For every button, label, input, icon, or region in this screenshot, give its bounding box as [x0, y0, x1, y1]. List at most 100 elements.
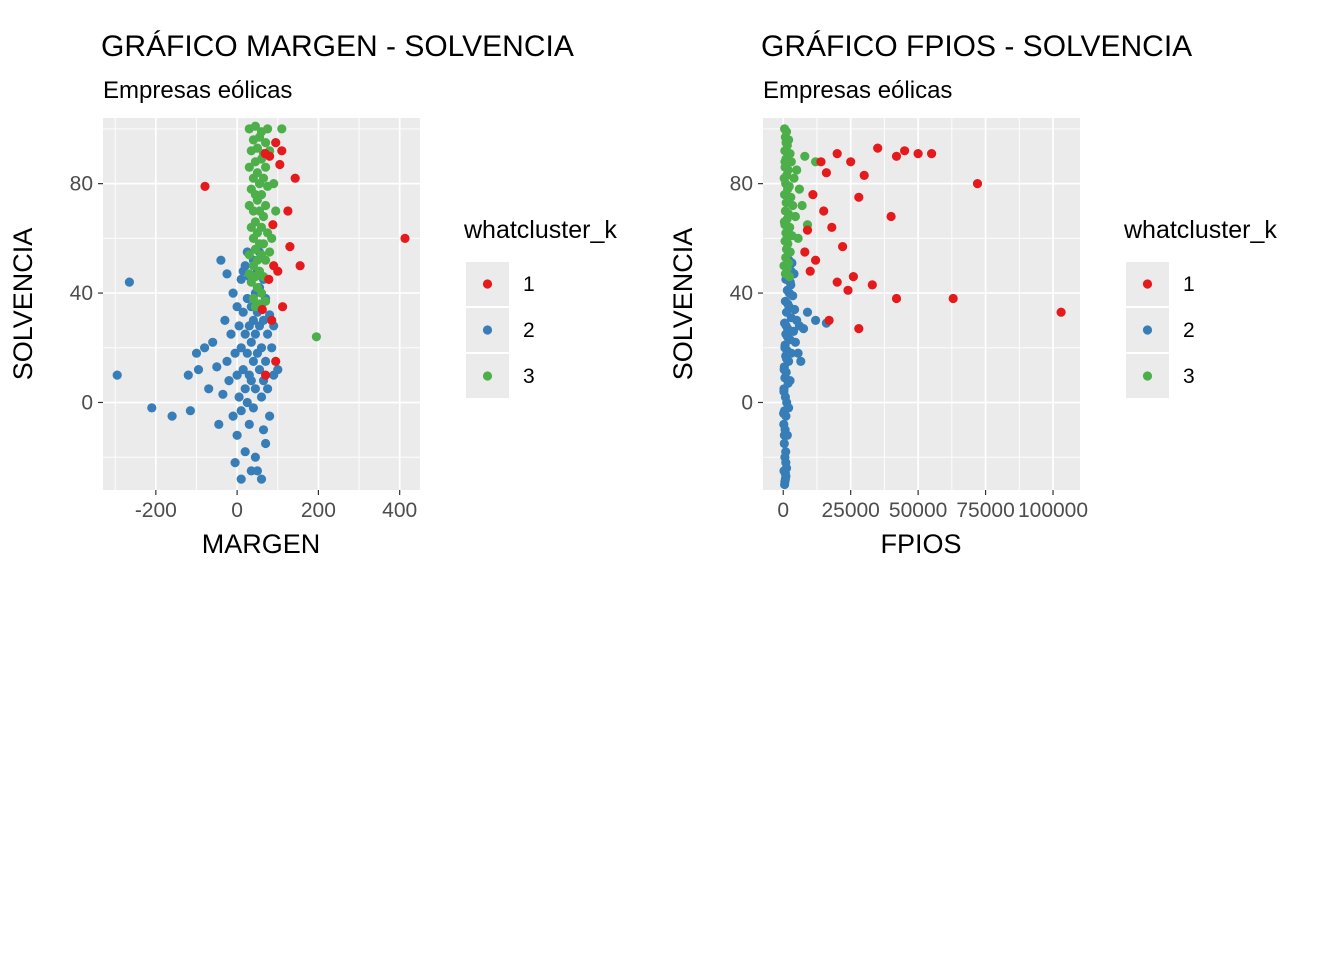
data-point-cluster-3 — [780, 157, 790, 167]
data-point-cluster-3 — [263, 124, 273, 134]
data-point-cluster-3 — [244, 269, 254, 279]
data-point-cluster-3 — [788, 200, 798, 211]
data-point-cluster-1 — [927, 149, 937, 159]
data-point-cluster-2 — [222, 269, 232, 279]
legend-keys — [466, 262, 509, 398]
x-tick-label: 400 — [382, 499, 417, 522]
data-point-cluster-3 — [261, 200, 271, 211]
legend-key-point-cluster-3 — [482, 371, 493, 381]
data-point-cluster-2 — [228, 411, 238, 421]
data-point-cluster-3 — [261, 255, 271, 265]
data-point-cluster-1 — [285, 242, 295, 252]
data-point-cluster-2 — [214, 419, 224, 429]
chart-title: GRÁFICO MARGEN - SOLVENCIA — [101, 30, 574, 63]
data-point-cluster-2 — [782, 354, 792, 364]
data-point-cluster-1 — [886, 211, 896, 222]
data-point-cluster-1 — [827, 222, 837, 232]
x-tick-label: 50000 — [889, 499, 947, 522]
data-point-cluster-2 — [112, 370, 122, 380]
data-point-cluster-2 — [224, 376, 234, 386]
data-point-cluster-1 — [819, 206, 829, 216]
data-point-cluster-2 — [222, 356, 232, 366]
data-point-cluster-3 — [256, 288, 267, 298]
data-point-cluster-2 — [779, 365, 789, 375]
x-tick-label: 25000 — [821, 499, 879, 522]
data-point-cluster-3 — [277, 124, 287, 134]
data-point-cluster-2 — [785, 376, 795, 386]
x-tick-label: 0 — [777, 499, 789, 522]
data-point-cluster-1 — [900, 146, 910, 156]
data-point-cluster-3 — [252, 195, 262, 205]
data-point-cluster-3 — [269, 179, 279, 189]
data-point-cluster-3 — [782, 233, 792, 243]
data-point-cluster-1 — [800, 247, 810, 257]
data-point-cluster-1 — [278, 302, 288, 312]
data-point-cluster-1 — [873, 143, 883, 153]
data-point-cluster-1 — [268, 220, 278, 230]
data-point-cluster-2 — [244, 419, 254, 429]
data-point-cluster-3 — [786, 157, 796, 167]
data-point-cluster-2 — [147, 403, 157, 413]
data-point-cluster-3 — [250, 302, 260, 312]
data-point-cluster-1 — [808, 190, 818, 200]
data-point-cluster-1 — [275, 159, 285, 170]
data-point-cluster-3 — [779, 173, 789, 183]
data-point-cluster-1 — [1056, 307, 1066, 317]
chart-title: GRÁFICO FPIOS - SOLVENCIA — [761, 30, 1192, 63]
data-point-cluster-2 — [779, 419, 789, 429]
data-point-cluster-3 — [789, 173, 799, 183]
data-point-cluster-1 — [867, 280, 877, 290]
data-point-cluster-3 — [793, 233, 803, 243]
data-point-cluster-3 — [267, 233, 277, 243]
data-point-cluster-2 — [236, 274, 246, 284]
data-point-cluster-2 — [238, 307, 248, 317]
chart-subtitle: Empresas eólicas — [763, 77, 952, 104]
y-axis-label: SOLVENCIA — [8, 228, 38, 381]
data-point-cluster-1 — [283, 206, 293, 216]
data-point-cluster-2 — [790, 304, 800, 315]
data-point-cluster-3 — [246, 277, 256, 287]
data-point-cluster-2 — [790, 337, 800, 347]
data-point-cluster-2 — [191, 348, 202, 358]
data-point-cluster-3 — [271, 206, 281, 216]
x-axis-label: FPIOS — [880, 529, 961, 559]
data-point-cluster-3 — [254, 179, 265, 189]
legend: whatcluster_k 1 2 3 — [463, 216, 617, 398]
data-point-cluster-3 — [246, 222, 256, 232]
data-point-cluster-2 — [242, 397, 252, 408]
data-point-cluster-1 — [273, 266, 283, 276]
legend-label-1: 1 — [523, 273, 535, 296]
data-point-cluster-2 — [802, 307, 813, 317]
data-point-cluster-3 — [261, 138, 271, 148]
data-point-cluster-2 — [228, 288, 238, 298]
data-point-cluster-2 — [256, 343, 267, 353]
data-point-cluster-2 — [265, 411, 275, 421]
data-point-cluster-2 — [220, 315, 230, 325]
data-point-cluster-2 — [193, 365, 204, 375]
data-point-cluster-2 — [788, 326, 799, 336]
data-point-cluster-1 — [832, 277, 842, 287]
data-point-cluster-2 — [234, 392, 244, 402]
data-point-cluster-2 — [780, 343, 790, 353]
data-point-cluster-3 — [794, 184, 804, 194]
y-tick-label: 40 — [730, 282, 753, 305]
data-point-cluster-2 — [236, 474, 246, 484]
data-point-cluster-3 — [261, 296, 271, 306]
data-point-cluster-2 — [232, 430, 242, 440]
data-point-cluster-1 — [843, 285, 853, 295]
data-point-cluster-1 — [824, 315, 834, 325]
data-point-cluster-1 — [295, 261, 305, 271]
data-point-cluster-2 — [258, 315, 269, 325]
data-point-cluster-1 — [972, 179, 983, 189]
data-point-cluster-2 — [246, 337, 256, 347]
data-point-cluster-2 — [781, 458, 791, 468]
data-point-cluster-3 — [779, 261, 789, 271]
legend-keys — [1126, 262, 1169, 398]
y-axis-label: SOLVENCIA — [668, 228, 698, 381]
data-point-cluster-2 — [779, 386, 789, 397]
data-point-cluster-3 — [797, 200, 807, 211]
legend-label-3: 3 — [523, 365, 535, 388]
chart-subtitle: Empresas eólicas — [103, 77, 292, 104]
legend-key-point-cluster-3 — [1142, 371, 1153, 381]
data-point-cluster-2 — [779, 430, 789, 440]
